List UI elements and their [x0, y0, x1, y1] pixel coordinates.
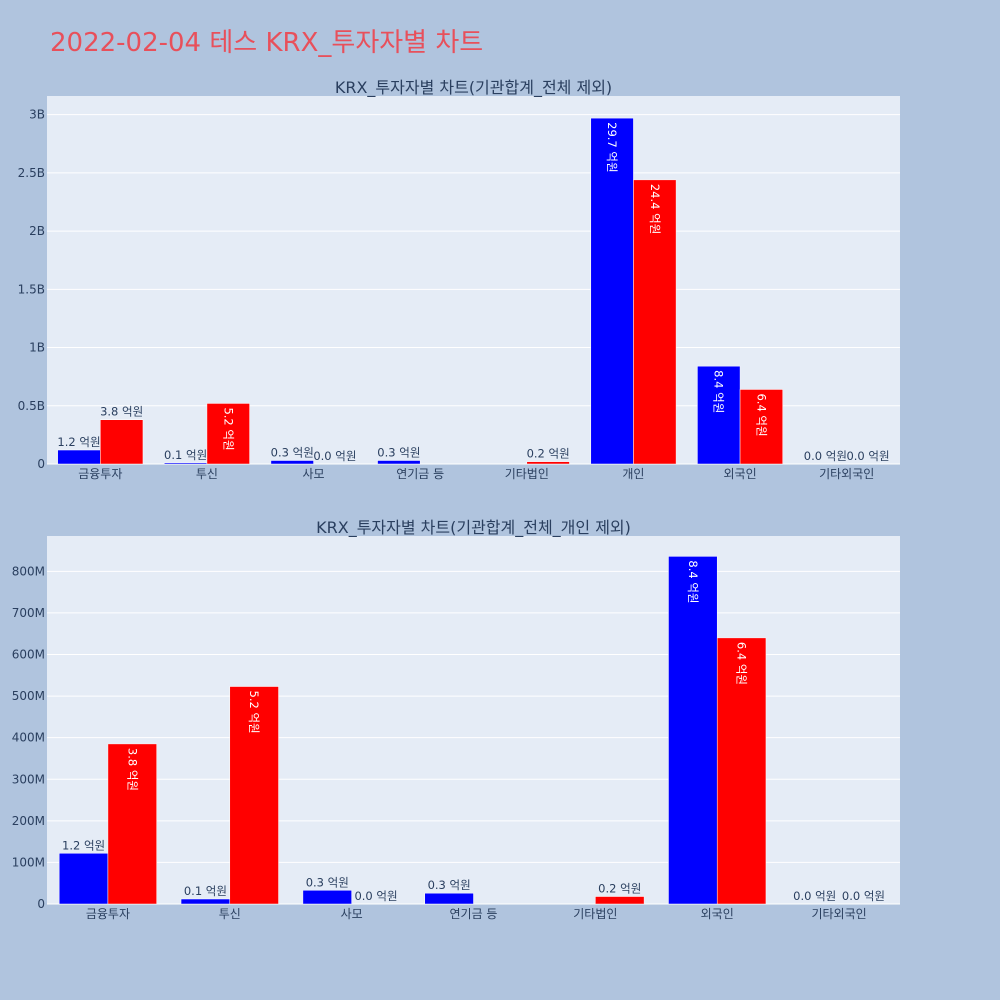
bar [229, 686, 279, 905]
bar-value-label: 0.0 억원 [354, 889, 397, 903]
bar-value-label: 0.0 억원 [793, 889, 836, 903]
x-tick-label: 투신 [196, 467, 218, 481]
bar-value-label: 0.3 억원 [271, 446, 314, 460]
bar-value-label: 0.3 억원 [428, 878, 471, 892]
bar-value-label: 24.4 억원 [648, 184, 662, 234]
bar-value-label: 1.2 억원 [57, 435, 100, 449]
y-tick-label: 0 [37, 457, 45, 471]
bar [107, 743, 157, 905]
bar-value-label: 6.4 억원 [735, 642, 749, 685]
x-tick-label: 개인 [622, 467, 644, 481]
chart-2: KRX_투자자별 차트(기관합계_전체_개인 제외) 0 100M 200M 300M 4… [12, 518, 900, 921]
y-tick-label: 300M [12, 772, 45, 786]
x-tick-label: 연기금 등 [450, 907, 498, 921]
y-tick-label: 100M [12, 855, 45, 869]
y-tick-label: 0 [37, 897, 45, 911]
bar [668, 556, 718, 905]
bar-value-label: 3.8 억원 [125, 748, 139, 791]
y-tick-label: 400M [12, 731, 45, 745]
page-title: 2022-02-04 테스 KRX_투자자별 차트 [50, 28, 484, 58]
x-tick-label: 금융투자 [78, 467, 122, 481]
x-tick-label: 사모 [303, 467, 325, 481]
bar-value-label: 29.7 억원 [605, 122, 619, 172]
x-tick-label: 외국인 [701, 907, 734, 921]
x-tick-label: 기타외국인 [811, 907, 866, 921]
bar [180, 898, 231, 905]
bar [716, 637, 767, 905]
chart-1: KRX_투자자별 차트(기관합계_전체 제외) 0 0.5B 1B 1.5B 2B 2.5B… [18, 78, 900, 481]
y-tick-label: 800M [12, 564, 45, 578]
bar-value-label: 0.3 억원 [306, 875, 349, 889]
bar-value-label: 0.0 억원 [804, 449, 847, 463]
bar [100, 419, 144, 465]
bar-value-label: 1.2 억원 [62, 838, 105, 852]
bar [595, 896, 645, 905]
bar-value-label: 8.4 억원 [686, 560, 700, 603]
y-tick-label: 0.5B [18, 399, 45, 413]
bar [590, 117, 634, 465]
bar [206, 403, 250, 465]
x-tick-label: 기타법인 [505, 467, 549, 481]
x-tick-label: 연기금 등 [396, 467, 444, 481]
bar-value-label: 8.4 억원 [712, 370, 726, 413]
bar [58, 853, 109, 905]
x-tick-label: 외국인 [724, 467, 757, 481]
y-tick-label: 3B [29, 108, 45, 122]
bar [526, 461, 570, 465]
y-tick-label: 1B [29, 341, 45, 355]
y-tick-label: 600M [12, 648, 45, 662]
bar [57, 449, 101, 465]
bar [377, 460, 421, 465]
bar-value-label: 0.0 억원 [313, 449, 356, 463]
bar [302, 890, 352, 905]
bar-value-label: 3.8 억원 [100, 405, 143, 419]
bar-value-label: 5.2 억원 [221, 407, 235, 450]
y-tick-label: 1.5B [18, 282, 45, 296]
y-tick-label: 500M [12, 689, 45, 703]
y-tick-label: 200M [12, 814, 45, 828]
x-tick-label: 금융투자 [86, 907, 130, 921]
y-tick-label: 2.5B [18, 166, 45, 180]
bar [697, 365, 741, 465]
bar-value-label: 0.0 억원 [842, 889, 885, 903]
bar [164, 462, 208, 465]
x-tick-label: 기타외국인 [819, 467, 874, 481]
chart-title: KRX_투자자별 차트(기관합계_전체_개인 제외) [316, 518, 631, 538]
bar-value-label: 0.1 억원 [164, 448, 207, 462]
x-tick-label: 투신 [219, 907, 241, 921]
bar-value-label: 0.0 억원 [846, 449, 889, 463]
bar-value-label: 5.2 억원 [247, 691, 261, 734]
bar-value-label: 0.2 억원 [527, 447, 570, 461]
y-tick-label: 700M [12, 606, 45, 620]
y-tick-label: 2B [29, 224, 45, 238]
bar [739, 389, 783, 465]
x-tick-label: 사모 [341, 907, 363, 921]
chart-title: KRX_투자자별 차트(기관합계_전체 제외) [335, 78, 612, 98]
bar-value-label: 6.4 억원 [754, 393, 768, 436]
bar [270, 460, 314, 465]
bar-value-label: 0.2 억원 [598, 882, 641, 896]
x-tick-label: 기타법인 [573, 907, 617, 921]
bar-value-label: 0.1 억원 [184, 884, 227, 898]
bar-value-label: 0.3 억원 [377, 446, 420, 460]
bar [633, 179, 677, 465]
bar [424, 892, 474, 905]
plot-area [47, 536, 900, 904]
